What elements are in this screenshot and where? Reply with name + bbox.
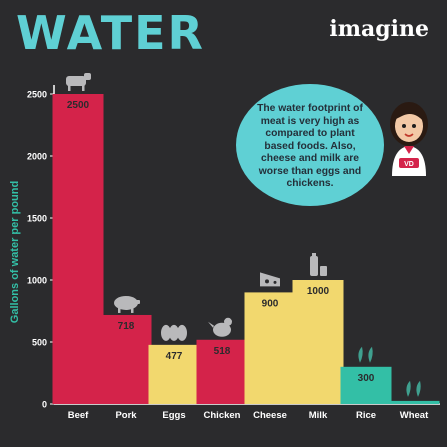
bar-cheese [244,292,296,404]
rice-icon [358,346,373,363]
milk-icon [310,253,327,276]
speech-bubble: The water footprint of meat is very high… [236,84,384,206]
x-tick-label: Milk [309,410,328,421]
wheat-icon [406,380,421,397]
avatar-badge: VD [404,161,414,168]
y-axis-ticks: 0 500 1000 1500 2000 2500 [27,90,54,410]
y-tick-label: 2000 [27,152,47,162]
bar-eggs [148,344,200,404]
bar-value-label: 477 [166,351,183,362]
x-tick-label: Pork [115,410,137,421]
brand-logo: imagine [329,16,429,42]
icons-group [66,73,421,397]
pig-icon [114,295,140,313]
annotation-text: The water footprint of meat is very high… [257,102,363,190]
bar-value-label: 718 [118,321,135,332]
eggs-icon [161,324,187,341]
chicken-icon [208,317,232,337]
x-tick-label: Beef [68,410,89,421]
chart-title: WATER [16,6,205,60]
cheese-icon [260,272,280,287]
bar-chicken [196,339,248,404]
bar-wheat [388,400,440,404]
bar-value-label: 518 [214,346,231,357]
x-tick-label: Wheat [400,410,429,421]
x-tick-label: Rice [356,410,376,421]
y-tick-label: 0 [42,400,47,410]
y-tick-label: 1500 [27,214,47,224]
x-tick-label: Chicken [204,410,241,421]
y-tick-label: 1000 [27,276,47,286]
cow-icon [66,73,91,91]
avatar: VD [390,102,428,176]
bar-beef [52,94,104,404]
y-axis-label: Gallons of water per pound [9,181,21,323]
bar-pork [100,314,152,404]
bar-value-label: 25 [408,407,420,418]
bar-rice [340,366,392,404]
x-tick-label: Cheese [253,410,287,421]
bar-value-label: 900 [262,298,279,309]
bar-milk [292,280,344,404]
bar-value-label: 300 [358,373,375,384]
x-tick-label: Eggs [162,410,185,421]
y-tick-label: 500 [32,338,47,348]
bar-value-label: 2500 [67,100,90,111]
bars-group: 2500 Beef 718 Pork 477 Eggs 518 Chicken 900 Chees… [52,94,440,421]
y-tick-label: 2500 [27,90,47,100]
bar-value-label: 1000 [307,286,330,297]
